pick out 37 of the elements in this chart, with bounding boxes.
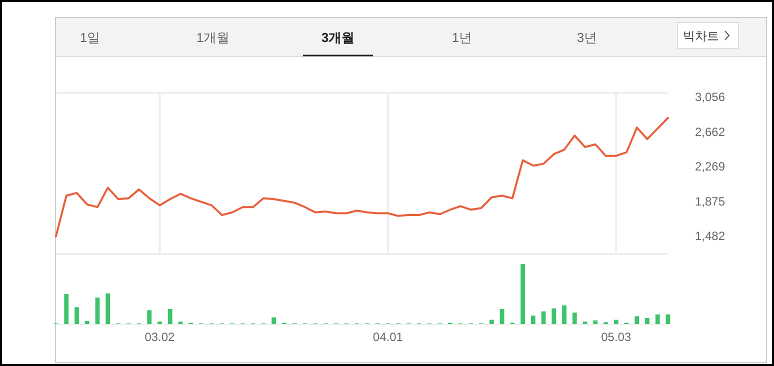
bar (84, 321, 90, 324)
y-tick-label: 2,662 (695, 124, 726, 139)
bar (95, 298, 100, 324)
y-tick-label: 1,875 (695, 194, 726, 208)
bar (489, 320, 494, 324)
bar (168, 309, 172, 324)
bar (520, 264, 525, 324)
bar (64, 294, 69, 324)
bar (272, 317, 276, 324)
bar (593, 320, 598, 324)
bar (645, 318, 650, 324)
y-tick-label: 2,269 (695, 160, 726, 174)
bar (530, 316, 536, 324)
text: 빅차트 (683, 29, 719, 43)
bar (634, 316, 640, 324)
line-series (55, 116, 669, 238)
bar (541, 311, 546, 324)
bar (106, 293, 110, 324)
text: 1일 (80, 30, 100, 45)
bar (147, 310, 152, 324)
bar (614, 320, 618, 324)
x-tick-label: 03.02 (144, 330, 176, 344)
x-tick-label: 04.01 (372, 330, 404, 344)
x-tick-label: 05.03 (601, 330, 632, 344)
text: 1개월 (196, 30, 230, 45)
y-tick-label: 1,482 (695, 229, 726, 244)
bar (562, 305, 566, 324)
y-tick-label: 3,056 (695, 90, 726, 104)
text: 3년 (576, 30, 598, 45)
text: 1년 (452, 30, 472, 45)
bar (572, 312, 577, 324)
bar (500, 309, 504, 324)
bar (666, 314, 670, 324)
bar (552, 308, 556, 324)
bar (74, 307, 79, 324)
bar (655, 314, 660, 324)
text: 3개월 (321, 30, 355, 45)
